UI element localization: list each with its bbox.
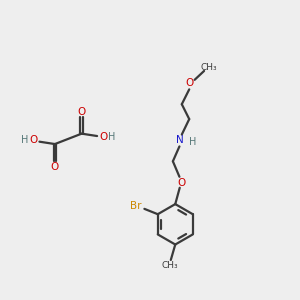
Text: O: O	[185, 78, 194, 88]
Text: CH₃: CH₃	[200, 63, 217, 72]
Text: O: O	[99, 132, 107, 142]
Text: H: H	[21, 136, 28, 146]
Text: Br: Br	[130, 201, 141, 211]
Text: O: O	[77, 107, 86, 117]
Text: H: H	[108, 132, 115, 142]
Text: O: O	[178, 178, 186, 188]
Text: O: O	[29, 136, 38, 146]
Text: N: N	[176, 136, 184, 146]
Text: CH₃: CH₃	[161, 261, 178, 270]
Text: H: H	[189, 137, 196, 147]
Text: O: O	[51, 162, 59, 172]
